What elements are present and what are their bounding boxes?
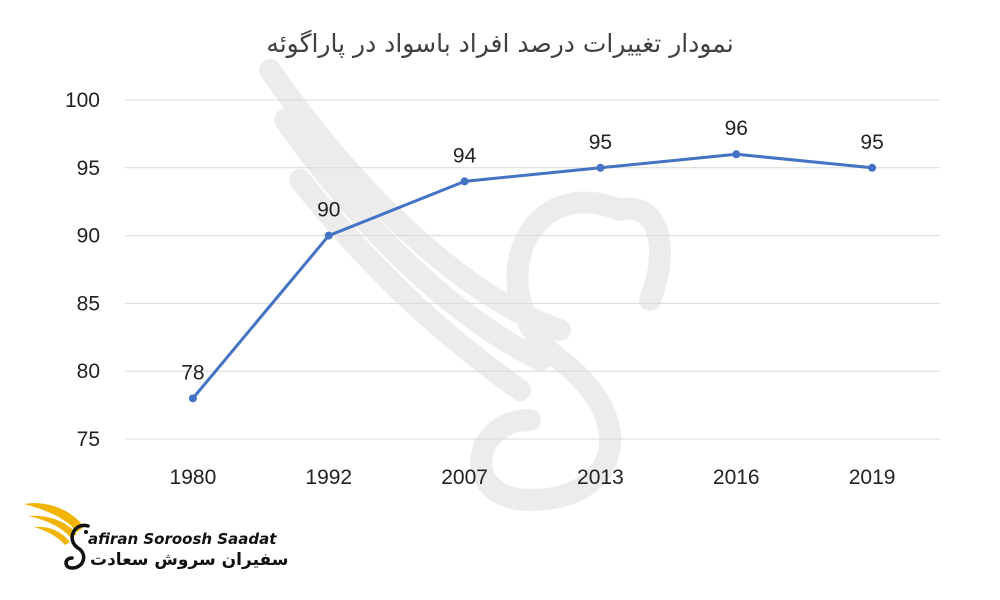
y-tick-label: 95 <box>77 157 100 180</box>
data-label: 96 <box>725 117 748 140</box>
x-tick-label: 1992 <box>305 466 352 489</box>
data-point <box>188 394 197 403</box>
logo-persian-name: سفیران سروش سعادت <box>90 550 289 570</box>
x-tick-label: 2019 <box>849 466 896 489</box>
y-tick-label: 90 <box>77 225 100 248</box>
x-tick-label: 1980 <box>170 466 217 489</box>
y-axis-ticks: 75 80 85 90 95 100 <box>65 89 100 451</box>
chart-title: نمودار تغییرات درصد افراد باسواد در پارا… <box>266 29 733 58</box>
data-label: 95 <box>860 131 883 154</box>
x-axis-ticks: 1980 1992 2007 2013 2016 2019 <box>170 466 896 489</box>
y-tick-label: 100 <box>65 89 100 112</box>
y-tick-label: 75 <box>77 428 100 451</box>
data-label: 78 <box>181 361 204 384</box>
company-logo: afiran Soroosh Saadat سفیران سروش سعادت <box>22 492 292 582</box>
data-point <box>460 177 469 186</box>
logo-english-name: afiran Soroosh Saadat <box>88 530 277 548</box>
series-line-layer <box>191 152 873 400</box>
data-label: 90 <box>317 199 340 222</box>
x-tick-label: 2016 <box>713 466 760 489</box>
data-label: 95 <box>589 131 612 154</box>
data-label: 94 <box>453 144 477 167</box>
series-points <box>188 150 877 403</box>
data-point <box>868 163 877 172</box>
x-tick-label: 2013 <box>577 466 624 489</box>
data-point <box>324 231 333 240</box>
swallow-logo-icon <box>24 503 90 570</box>
data-point <box>596 163 605 172</box>
grid-lines <box>125 99 940 440</box>
data-point <box>732 150 741 159</box>
y-tick-label: 85 <box>77 292 100 315</box>
series-line <box>191 152 873 400</box>
data-labels: 78 90 94 95 96 95 <box>181 117 884 384</box>
y-tick-label: 80 <box>77 360 100 383</box>
x-tick-label: 2007 <box>441 466 488 489</box>
